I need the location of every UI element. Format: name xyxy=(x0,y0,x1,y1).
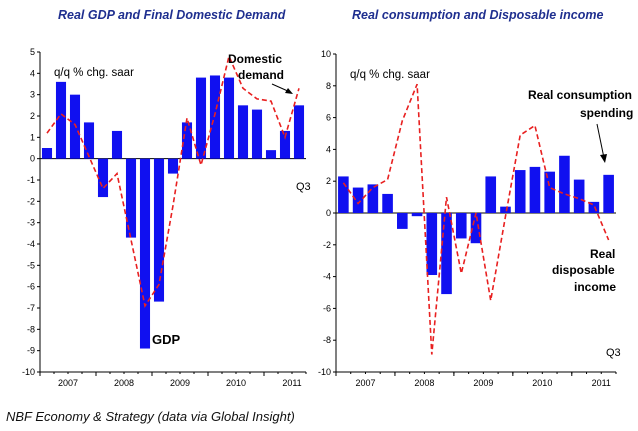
domestic-demand-label-line2: demand xyxy=(238,68,284,82)
gdp-bar xyxy=(195,77,207,159)
consumption-x-tick-label: 2008 xyxy=(414,378,434,388)
gdp-y-tick-label: -7 xyxy=(27,303,35,313)
gdp-x-tick-label: 2009 xyxy=(170,378,190,388)
disposable-income-label-line1: Real xyxy=(590,247,615,261)
consumption-bar xyxy=(500,206,511,213)
consumption-bar xyxy=(559,155,570,213)
gdp-bar xyxy=(293,105,305,159)
domestic-demand-arrowhead xyxy=(285,88,293,94)
gdp-y-tick-label: 1 xyxy=(30,132,35,142)
consumption-y-tick-label: -8 xyxy=(323,335,331,345)
consumption-bar xyxy=(397,213,408,229)
consumption-period-marker: Q3 xyxy=(606,347,621,359)
consumption-y-tick-label: -4 xyxy=(323,272,331,282)
consumption-bar xyxy=(588,201,600,213)
consumption-bar xyxy=(367,184,379,213)
gdp-y-tick-label: 4 xyxy=(30,68,35,78)
gdp-label: GDP xyxy=(152,332,181,347)
gdp-bar xyxy=(251,109,263,159)
gdp-bar xyxy=(69,94,81,159)
consumption-y-tick-label: 4 xyxy=(326,144,331,154)
consumption-y-tick-label: -2 xyxy=(323,240,331,250)
gdp-bar xyxy=(41,148,53,159)
consumption-y-tick-label: 6 xyxy=(326,113,331,123)
gdp-y-tick-label: -3 xyxy=(27,218,35,228)
gdp-y-tick-label: -6 xyxy=(27,282,35,292)
consumption-y-tick-label: -6 xyxy=(323,303,331,313)
consumption-unit-label: q/q % chg. saar xyxy=(350,69,430,81)
gdp-bar xyxy=(55,81,67,159)
consumption-bar xyxy=(573,179,585,213)
gdp-bar xyxy=(265,150,277,159)
left-chart-title: Real GDP and Final Domestic Demand xyxy=(58,8,286,22)
gdp-bar xyxy=(125,158,137,238)
gdp-x-tick-label: 2011 xyxy=(282,378,301,388)
gdp-line-series xyxy=(46,53,300,308)
consumption-y-tick-label: 8 xyxy=(326,81,331,91)
consumption-bar xyxy=(514,170,526,213)
gdp-bar xyxy=(209,75,221,159)
domestic-demand-label-line1: Domestic xyxy=(228,52,282,66)
gdp-y-tick-label: -10 xyxy=(22,367,35,377)
gdp-bar xyxy=(167,158,179,174)
consumption-x-tick-label: 2009 xyxy=(473,378,493,388)
gdp-period-marker: Q3 xyxy=(296,181,311,193)
gdp-bar xyxy=(153,158,165,302)
consumption-x-tick-label: 2010 xyxy=(532,378,552,388)
gdp-y-tick-label: -8 xyxy=(27,324,35,334)
consumption-bar xyxy=(529,166,541,213)
gdp-y-tick-label: 0 xyxy=(30,154,35,164)
gdp-y-tick-label: 3 xyxy=(30,90,35,100)
consumption-bar xyxy=(352,187,364,213)
consumption-bar xyxy=(603,174,614,213)
gdp-bar xyxy=(139,158,151,349)
consumption-bar xyxy=(455,213,467,239)
consumption-y-tick-label: 0 xyxy=(326,208,331,218)
consumption-label-line1: Real consumption xyxy=(528,88,632,102)
consumption-bar xyxy=(485,176,497,213)
consumption-x-tick-label: 2007 xyxy=(355,378,375,388)
consumption-x-tick-label: 2011 xyxy=(592,378,611,388)
consumption-bar xyxy=(441,213,452,295)
gdp-x-tick-label: 2010 xyxy=(226,378,246,388)
gdp-bar xyxy=(83,122,95,159)
gdp-y-tick-label: -4 xyxy=(27,239,35,249)
gdp-bar xyxy=(237,105,249,159)
gdp-y-tick-label: -5 xyxy=(27,260,35,270)
consumption-label-line2: spending xyxy=(580,106,633,120)
right-chart-title: Real consumption and Disposable income xyxy=(352,8,604,22)
consumption-bar xyxy=(382,193,393,213)
consumption-y-tick-label: 10 xyxy=(321,49,331,59)
gdp-y-tick-label: 2 xyxy=(30,111,35,121)
gdp-y-tick-label: -1 xyxy=(27,175,35,185)
disposable-income-label-line3: income xyxy=(574,280,616,294)
gdp-y-tick-label: -2 xyxy=(27,196,35,206)
gdp-x-tick-label: 2008 xyxy=(114,378,134,388)
consumption-y-tick-label: 2 xyxy=(326,176,331,186)
consumption-arrowhead xyxy=(600,154,607,163)
consumption-bar xyxy=(544,171,555,213)
gdp-bar xyxy=(279,130,291,159)
consumption-bar xyxy=(411,213,423,217)
gdp-y-tick-label: -9 xyxy=(27,346,35,356)
consumption-arrow xyxy=(596,123,605,159)
gdp-bar xyxy=(181,122,193,159)
consumption-y-tick-label: -10 xyxy=(318,367,331,377)
gdp-x-tick-label: 2007 xyxy=(58,378,78,388)
gdp-unit-label: q/q % chg. saar xyxy=(54,67,134,79)
consumption-bar xyxy=(470,213,482,244)
gdp-y-tick-label: 5 xyxy=(30,47,35,57)
gdp-bar xyxy=(111,130,123,159)
consumption-line-series xyxy=(342,83,610,355)
source-note: NBF Economy & Strategy (data via Global … xyxy=(6,409,295,424)
gdp-bar xyxy=(223,77,235,159)
consumption-bar xyxy=(338,176,349,213)
consumption-bar xyxy=(426,213,438,276)
disposable-income-label-line2: disposable xyxy=(552,263,615,277)
gdp-bar xyxy=(97,158,109,198)
